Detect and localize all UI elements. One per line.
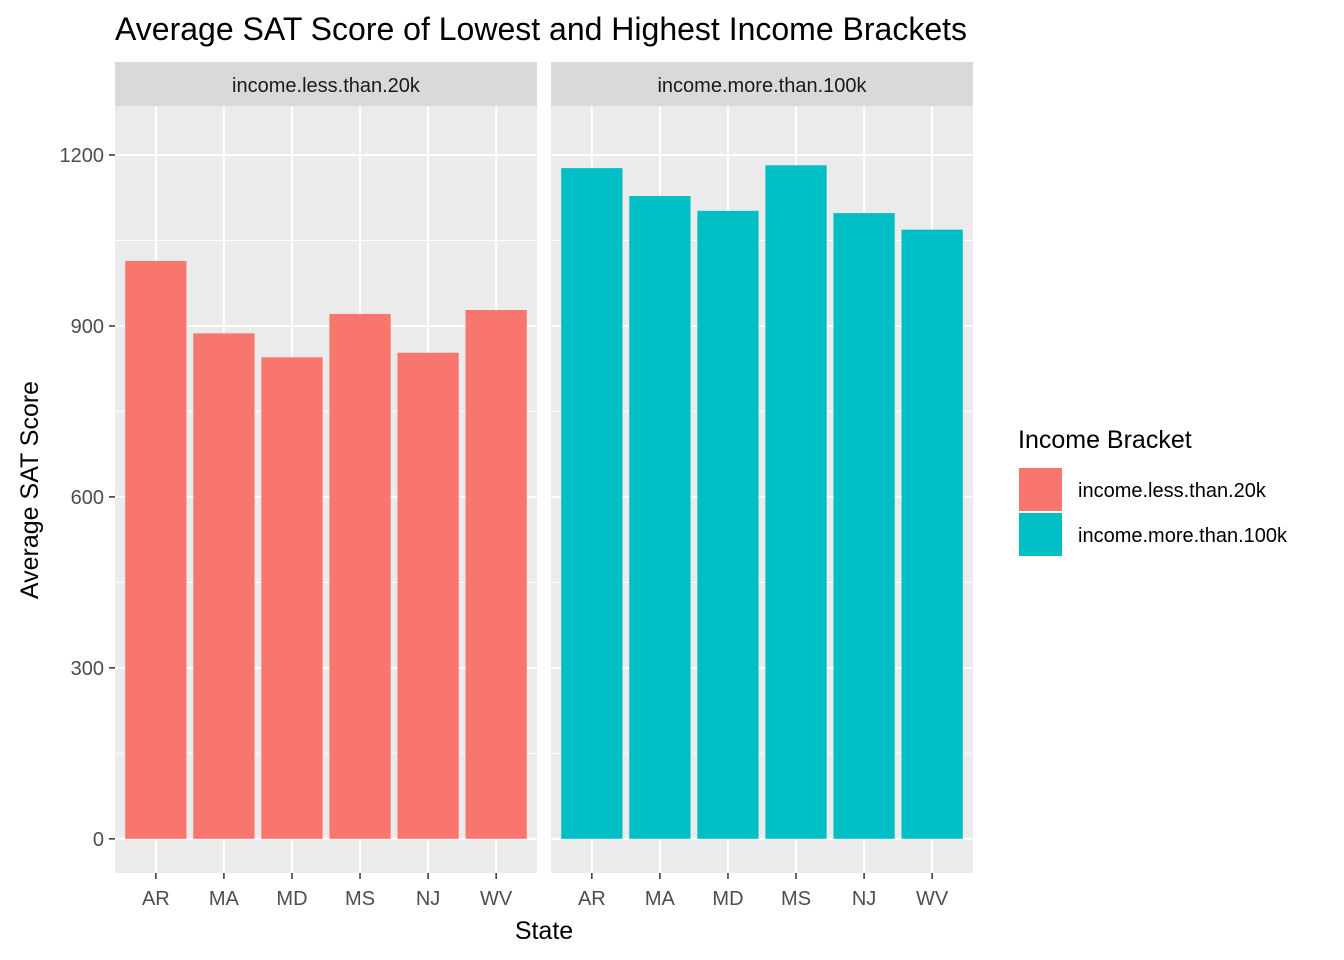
x-tick-label: MS	[345, 888, 375, 910]
x-tick-label: WV	[916, 888, 949, 910]
y-tick-label: 300	[71, 658, 104, 680]
legend: Income Bracket income.less.than.20k incom…	[1018, 426, 1288, 556]
legend-item: income.less.than.20k	[1019, 468, 1267, 511]
legend-title: Income Bracket	[1018, 426, 1192, 454]
facet-panels: income.less.than.20k AR MA MD MS NJ WV 0 300 600 9…	[60, 62, 973, 910]
y-axis-title-group: Average SAT Score	[16, 381, 44, 599]
x-tick-label: NJ	[416, 888, 440, 910]
bar-income.less.than.20k-NJ	[397, 352, 459, 839]
x-tick-label: AR	[142, 888, 170, 910]
bar-income.less.than.20k-MA	[193, 333, 255, 839]
chart-title: Average SAT Score of Lowest and Highest …	[115, 11, 967, 47]
x-tick-label: NJ	[852, 888, 876, 910]
legend-label: income.less.than.20k	[1078, 480, 1267, 502]
x-tick-label: WV	[480, 888, 513, 910]
y-tick-label: 900	[71, 316, 104, 338]
y-tick-label: 0	[93, 829, 104, 851]
y-tick-label: 1200	[60, 145, 105, 167]
bar-income.more.than.100k-MD	[697, 210, 759, 839]
facet-strip-label: income.more.than.100k	[657, 75, 867, 97]
bar-income.more.than.100k-MS	[765, 165, 827, 839]
bar-income.more.than.100k-NJ	[833, 213, 895, 839]
x-tick-label: MA	[209, 888, 240, 910]
bar-income.less.than.20k-AR	[125, 260, 187, 839]
x-tick-label: MD	[712, 888, 743, 910]
y-tick-label: 600	[71, 487, 104, 509]
facet-strip	[115, 62, 537, 106]
facet-strip	[551, 62, 973, 106]
y-axis-title: Average SAT Score	[16, 381, 44, 599]
bar-income.less.than.20k-MS	[329, 313, 391, 839]
x-tick-label: MD	[276, 888, 307, 910]
bar-income.more.than.100k-WV	[901, 229, 963, 839]
facet-strip-label: income.less.than.20k	[232, 75, 421, 97]
legend-item: income.more.than.100k	[1019, 513, 1288, 556]
facet-panel-2: income.more.than.100k AR MA MD MS NJ WV	[551, 62, 973, 910]
x-tick-label: AR	[578, 888, 606, 910]
bar-income.more.than.100k-AR	[561, 168, 623, 839]
bar-income.more.than.100k-MA	[629, 196, 691, 839]
x-tick-label: MA	[645, 888, 676, 910]
legend-key	[1019, 513, 1062, 556]
legend-label: income.more.than.100k	[1078, 525, 1288, 547]
x-axis-title-group: State	[515, 917, 573, 945]
x-tick-label: MS	[781, 888, 811, 910]
bar-income.less.than.20k-WV	[465, 310, 527, 839]
legend-key	[1019, 468, 1062, 511]
x-axis-title: State	[515, 917, 573, 945]
bar-income.less.than.20k-MD	[261, 357, 323, 839]
facet-panel-1: income.less.than.20k AR MA MD MS NJ WV 0 300 600 9…	[60, 62, 537, 910]
